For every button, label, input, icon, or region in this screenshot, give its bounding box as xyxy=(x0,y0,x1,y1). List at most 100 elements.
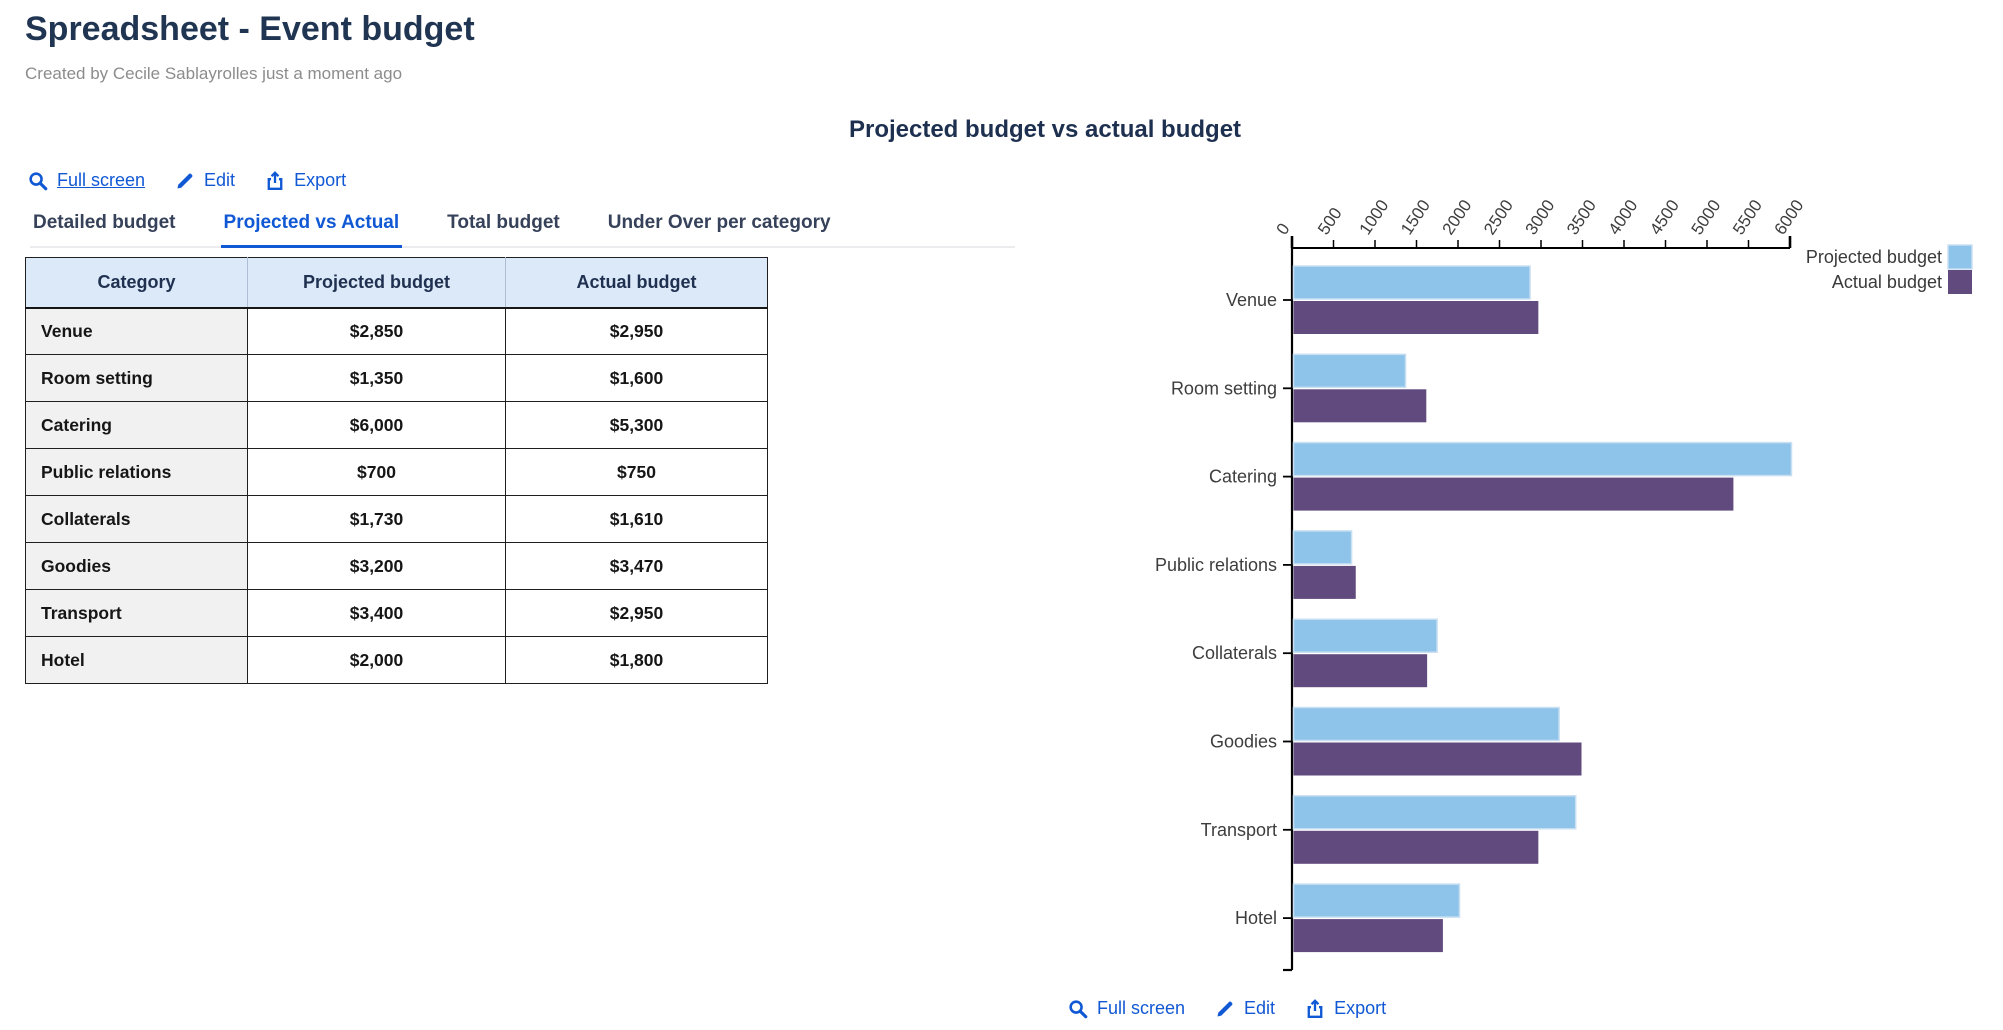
tab-bar: Detailed budget Projected vs Actual Tota… xyxy=(30,212,1015,248)
bar-actual xyxy=(1293,477,1734,511)
table-row: Room setting $1,350 $1,600 xyxy=(25,354,768,402)
tab-detailed-budget[interactable]: Detailed budget xyxy=(33,212,176,233)
x-tick-label: 0 xyxy=(1273,220,1294,238)
column-header-actual: Actual budget xyxy=(505,257,768,309)
category-label: Transport xyxy=(1201,820,1277,840)
pencil-icon xyxy=(177,173,193,189)
chart-edit-button[interactable]: Edit xyxy=(1215,998,1275,1019)
chart-toolbar: Full screen Edit Export xyxy=(1068,998,1386,1019)
table-row: Transport $3,400 $2,950 xyxy=(25,589,768,637)
x-tick-label: 3000 xyxy=(1522,196,1559,238)
value-cell: $6,000 xyxy=(247,401,506,449)
table-row: Public relations $700 $750 xyxy=(25,448,768,496)
value-cell: $3,470 xyxy=(505,542,768,590)
export-icon xyxy=(267,170,283,190)
bar-projected xyxy=(1292,618,1438,653)
bar-actual xyxy=(1293,654,1428,688)
table-row: Goodies $3,200 $3,470 xyxy=(25,542,768,590)
value-cell: $2,000 xyxy=(247,636,506,684)
magnifier-icon xyxy=(29,171,48,190)
value-cell: $5,300 xyxy=(505,401,768,449)
row-label-cell: Catering xyxy=(25,401,248,449)
bar-projected xyxy=(1292,530,1353,565)
edit-label: Edit xyxy=(204,170,236,190)
value-cell: $1,800 xyxy=(505,636,768,684)
column-header-projected: Projected budget xyxy=(247,257,506,309)
chart-export-label: Export xyxy=(1334,998,1387,1018)
value-cell: $3,200 xyxy=(247,542,506,590)
category-label: Room setting xyxy=(1171,378,1277,398)
row-label-cell: Transport xyxy=(25,589,248,637)
export-icon xyxy=(1307,998,1323,1018)
table-row: Catering $6,000 $5,300 xyxy=(25,401,768,449)
bar-projected xyxy=(1292,706,1560,742)
value-cell: $2,950 xyxy=(505,589,768,637)
x-tick-label: 2000 xyxy=(1439,196,1476,238)
value-cell: $2,950 xyxy=(505,307,768,355)
bar-projected xyxy=(1292,883,1461,918)
tab-under-over-per-category[interactable]: Under Over per category xyxy=(607,212,831,233)
bar-actual xyxy=(1293,301,1539,334)
legend-swatch xyxy=(1947,244,1973,270)
x-tick-label: 500 xyxy=(1314,204,1346,238)
chart-export-button[interactable]: Export xyxy=(1305,998,1386,1019)
chart-title: Projected budget vs actual budget xyxy=(848,116,1242,143)
row-label-cell: Venue xyxy=(25,307,248,355)
value-cell: $1,350 xyxy=(247,354,506,402)
bar-actual xyxy=(1293,830,1539,864)
row-label-cell: Collaterals xyxy=(25,495,248,543)
category-label: Goodies xyxy=(1210,732,1277,752)
chart-fullscreen-button[interactable]: Full screen xyxy=(1068,998,1185,1019)
category-label: Collaterals xyxy=(1192,643,1277,663)
tab-total-budget[interactable]: Total budget xyxy=(447,212,560,233)
tab-projected-vs-actual[interactable]: Projected vs Actual xyxy=(220,212,403,248)
fullscreen-button[interactable]: Full screen xyxy=(28,170,145,191)
bar-projected xyxy=(1292,795,1577,830)
table-header-row: Category Projected budget Actual budget xyxy=(25,257,768,309)
category-label: Catering xyxy=(1209,467,1277,487)
row-label-cell: Goodies xyxy=(25,542,248,590)
value-cell: $700 xyxy=(247,448,506,496)
legend-swatch xyxy=(1948,270,1972,294)
value-cell: $1,600 xyxy=(505,354,768,402)
category-label: Public relations xyxy=(1155,555,1277,575)
x-tick-label: 2500 xyxy=(1480,196,1517,238)
table-row: Venue $2,850 $2,950 xyxy=(25,307,768,355)
table-row: Collaterals $1,730 $1,610 xyxy=(25,495,768,543)
x-tick-label: 1500 xyxy=(1397,196,1434,238)
page-title: Spreadsheet - Event budget xyxy=(25,10,475,48)
sheet-toolbar: Full screen Edit Export xyxy=(28,170,346,191)
magnifier-icon xyxy=(1069,999,1088,1018)
category-label: Hotel xyxy=(1235,908,1277,928)
value-cell: $2,850 xyxy=(247,307,506,355)
x-tick-label: 3500 xyxy=(1563,196,1600,238)
category-label: Venue xyxy=(1226,290,1277,310)
page-subtitle: Created by Cecile Sablayrolles just a mo… xyxy=(25,64,403,83)
value-cell: $1,610 xyxy=(505,495,768,543)
row-label-cell: Room setting xyxy=(25,354,248,402)
bar-chart: 0 500 1000 1500 2000 2500 3000 3500 4000 4500 5000… xyxy=(1155,196,1973,972)
bar-actual xyxy=(1293,565,1356,599)
x-tick-label: 5500 xyxy=(1729,196,1766,238)
row-label-cell: Hotel xyxy=(25,636,248,684)
chart-fullscreen-label: Full screen xyxy=(1097,998,1186,1018)
bar-actual xyxy=(1293,742,1582,776)
bar-actual xyxy=(1293,389,1427,423)
bar-projected xyxy=(1292,353,1407,389)
x-tick-label: 6000 xyxy=(1771,196,1808,238)
budget-table: Category Projected budget Actual budget … xyxy=(25,257,768,684)
edit-button[interactable]: Edit xyxy=(175,170,235,191)
chart-edit-label: Edit xyxy=(1244,998,1276,1018)
pencil-icon xyxy=(1217,1001,1233,1017)
bar-projected xyxy=(1292,265,1531,300)
x-tick-label: 4000 xyxy=(1605,196,1642,238)
column-header-category: Category xyxy=(25,257,248,309)
value-cell: $1,730 xyxy=(247,495,506,543)
export-label: Export xyxy=(294,170,347,190)
x-tick-label: 4500 xyxy=(1646,196,1683,238)
x-tick-label: 1000 xyxy=(1356,196,1393,238)
fullscreen-label: Full screen xyxy=(57,170,146,190)
export-button[interactable]: Export xyxy=(265,170,346,191)
legend-label: Projected budget xyxy=(1806,247,1942,267)
